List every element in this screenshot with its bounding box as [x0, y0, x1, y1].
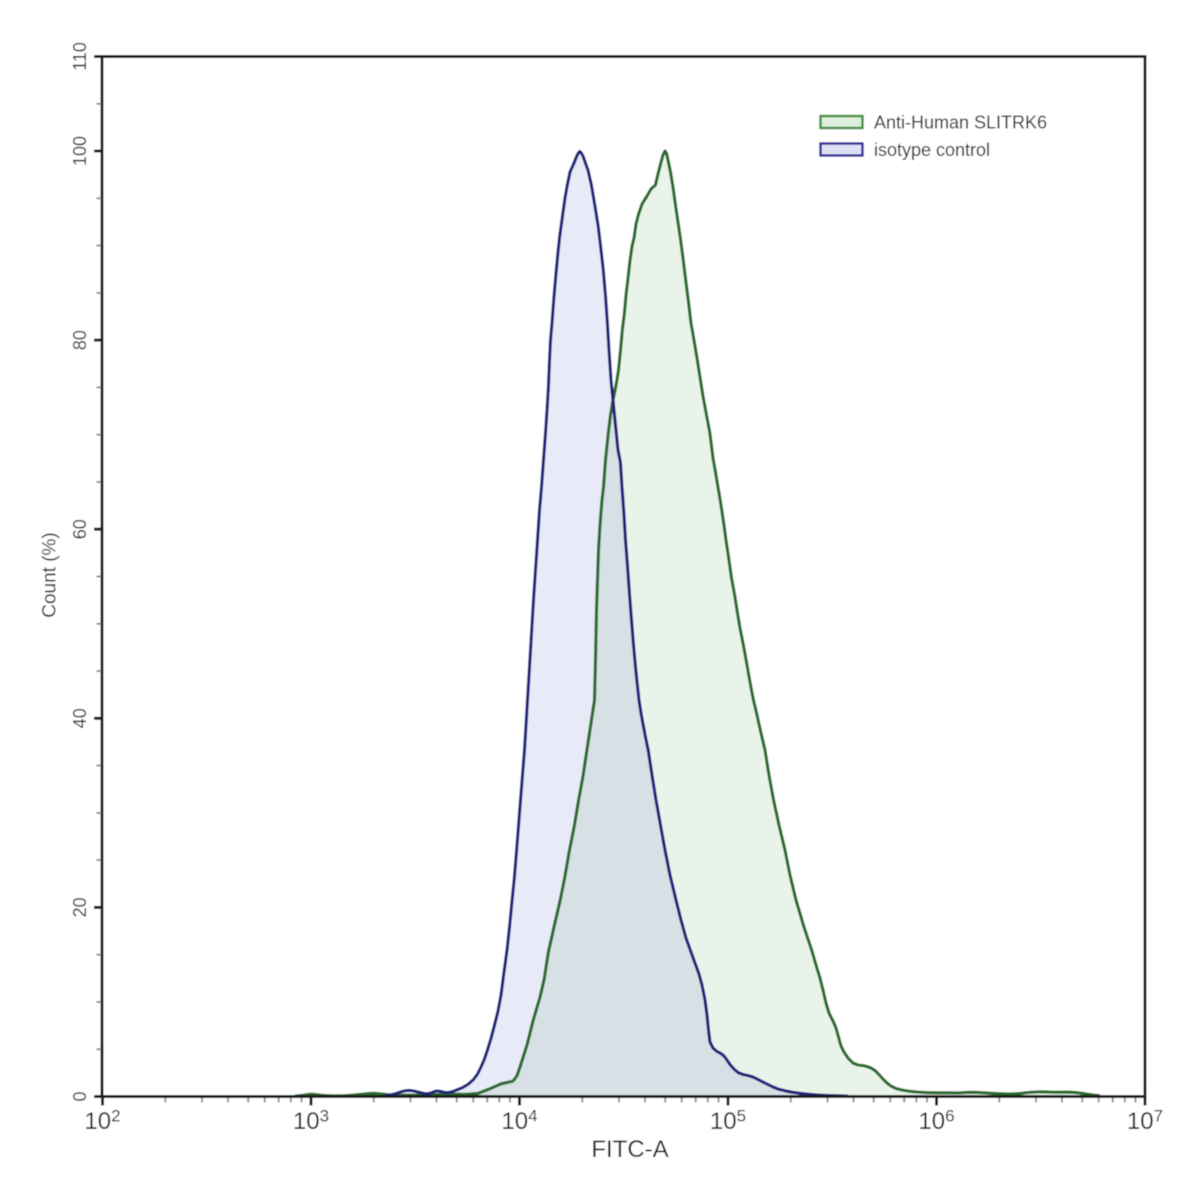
svg-text:80: 80	[70, 330, 90, 350]
svg-text:20: 20	[70, 897, 90, 917]
svg-text:40: 40	[70, 708, 90, 728]
svg-text:100: 100	[70, 136, 90, 166]
svg-text:60: 60	[70, 519, 90, 539]
svg-text:110: 110	[70, 42, 90, 71]
svg-text:0: 0	[70, 1091, 90, 1101]
svg-text:Count (%): Count (%)	[40, 532, 61, 618]
svg-text:Anti-Human SLITRK6: Anti-Human SLITRK6	[874, 113, 1047, 133]
svg-text:isotype control: isotype control	[874, 140, 990, 160]
svg-text:FITC-A: FITC-A	[591, 1136, 668, 1163]
